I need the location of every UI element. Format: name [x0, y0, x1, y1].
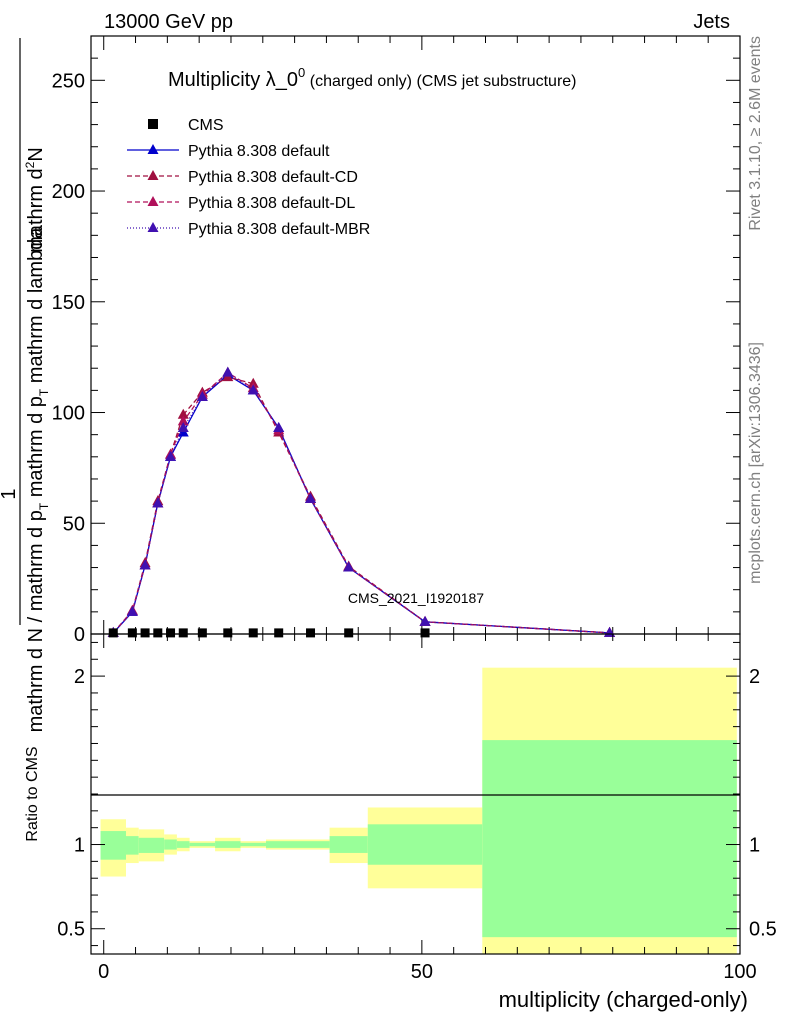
series-point: [419, 615, 431, 626]
y-tick-label: 200: [52, 181, 85, 203]
series-point: [177, 408, 189, 419]
ratio-green-band: [176, 841, 190, 848]
ratio-green-band: [329, 836, 368, 853]
series-point: [177, 422, 189, 433]
legend-label: Pythia 8.308 default-CD: [188, 169, 358, 186]
cms-point: [274, 628, 284, 638]
y-label-denominator-formula: mathrm d N / mathrm d pT mathrm d pT mat…: [25, 227, 51, 733]
ratio-y-tick-label-right: 2: [749, 666, 760, 688]
series-point: [139, 559, 151, 570]
series-point: [152, 497, 164, 508]
series-line: [112, 371, 610, 634]
ratio-plot-panel: 0.5 0.5 1 1 2 2 0 50 100 Ratio to CMS: [24, 633, 777, 983]
watermark-label: CMS_2021_I1920187: [348, 590, 484, 606]
ratio-green-band: [100, 831, 126, 860]
rivet-label: Rivet 3.1.10, ≥ 2.6M events: [747, 36, 764, 231]
series-pythia-8-308-default-mbr: [107, 366, 616, 637]
main-series-group: [107, 366, 616, 638]
series-point: [165, 450, 177, 461]
series-point: [126, 605, 138, 616]
cms-point: [140, 628, 150, 638]
ratio-green-band: [125, 836, 139, 855]
y-axis-label: 1 mathrm d2N mathrm d N / mathrm d pT ma…: [0, 38, 51, 732]
y-label-numerator: 1: [0, 488, 20, 499]
cms-point: [248, 628, 258, 638]
legend-label: Pythia 8.308 default-MBR: [188, 221, 370, 238]
y-tick-label: 250: [52, 70, 85, 92]
legend-marker: [148, 119, 158, 129]
series-point: [222, 366, 234, 377]
series-cms: [108, 628, 430, 638]
y-label-numerator-formula: mathrm d2N: [23, 147, 47, 253]
series-point: [604, 626, 616, 637]
legend-item: Pythia 8.308 default: [127, 143, 330, 160]
series-point: [273, 422, 285, 433]
legend-marker: [147, 196, 159, 206]
legend-label: Pythia 8.308 default-DL: [188, 195, 355, 212]
ratio-axis-ticks: 0.5 0.5 1 1 2 2 0 50 100: [57, 634, 777, 983]
main-axis-ticks: 0 50 100 150 200 250: [52, 36, 741, 646]
y-tick-label: 100: [52, 403, 85, 425]
mcplots-label: mcplots.cern.ch [arXiv:1306.3436]: [747, 342, 764, 584]
legend-item: Pythia 8.308 default-CD: [127, 169, 358, 186]
series-point: [343, 561, 355, 572]
x-tick-label: 0: [98, 961, 109, 983]
x-axis-label: multiplicity (charged-only): [499, 987, 748, 1012]
series-point: [305, 492, 317, 503]
cms-point: [306, 628, 316, 638]
y-tick-label: 150: [52, 292, 85, 314]
ratio-y-tick-label-right: 1: [749, 835, 760, 857]
cms-point: [108, 628, 118, 638]
x-tick-label: 50: [411, 961, 433, 983]
cms-point: [178, 628, 188, 638]
legend-item: CMS: [148, 117, 224, 134]
ratio-bands: [100, 667, 737, 954]
legend-label: Pythia 8.308 default: [188, 143, 330, 160]
ratio-green-band: [240, 842, 266, 847]
y-tick-label: 0: [74, 624, 85, 646]
ratio-green-band: [482, 740, 737, 938]
legend-label: CMS: [188, 117, 224, 134]
ratio-green-band: [164, 839, 177, 850]
cms-point: [127, 628, 137, 638]
legend: CMS Pythia 8.308 default Pythia 8.308 defa…: [127, 117, 370, 238]
ratio-y-label: Ratio to CMS: [24, 746, 41, 841]
cms-point: [166, 628, 176, 638]
ratio-green-band: [367, 824, 483, 865]
series-point: [247, 384, 259, 395]
series-point: [196, 391, 208, 402]
ratio-y-tick-label: 1: [74, 835, 85, 857]
ratio-green-band: [215, 841, 241, 848]
y-tick-label: 50: [63, 513, 85, 535]
x-tick-label: 100: [723, 961, 756, 983]
ratio-y-tick-label: 0.5: [57, 919, 85, 941]
cms-point: [223, 628, 233, 638]
ratio-green-band: [189, 842, 216, 847]
legend-marker: [147, 144, 159, 154]
energy-label: 13000 GeV pp: [104, 11, 233, 33]
cms-point: [344, 628, 354, 638]
cms-point: [420, 628, 430, 638]
cms-point: [153, 628, 163, 638]
ratio-green-band: [265, 841, 330, 848]
ratio-green-band: [138, 837, 165, 853]
main-plot-panel: 0 50 100 150 200 250 CMS_2021_I1920187: [52, 35, 741, 646]
ratio-y-tick-label-right: 0.5: [749, 919, 777, 941]
legend-marker: [147, 170, 159, 180]
legend-item: Pythia 8.308 default-DL: [127, 195, 355, 212]
legend-marker: [147, 222, 159, 232]
ratio-y-tick-label: 2: [74, 666, 85, 688]
legend-item: Pythia 8.308 default-MBR: [127, 221, 370, 238]
chart-title: Multiplicity λ_00 (charged only) (CMS je…: [168, 65, 577, 91]
cms-point: [197, 628, 207, 638]
process-label: Jets: [693, 11, 730, 33]
